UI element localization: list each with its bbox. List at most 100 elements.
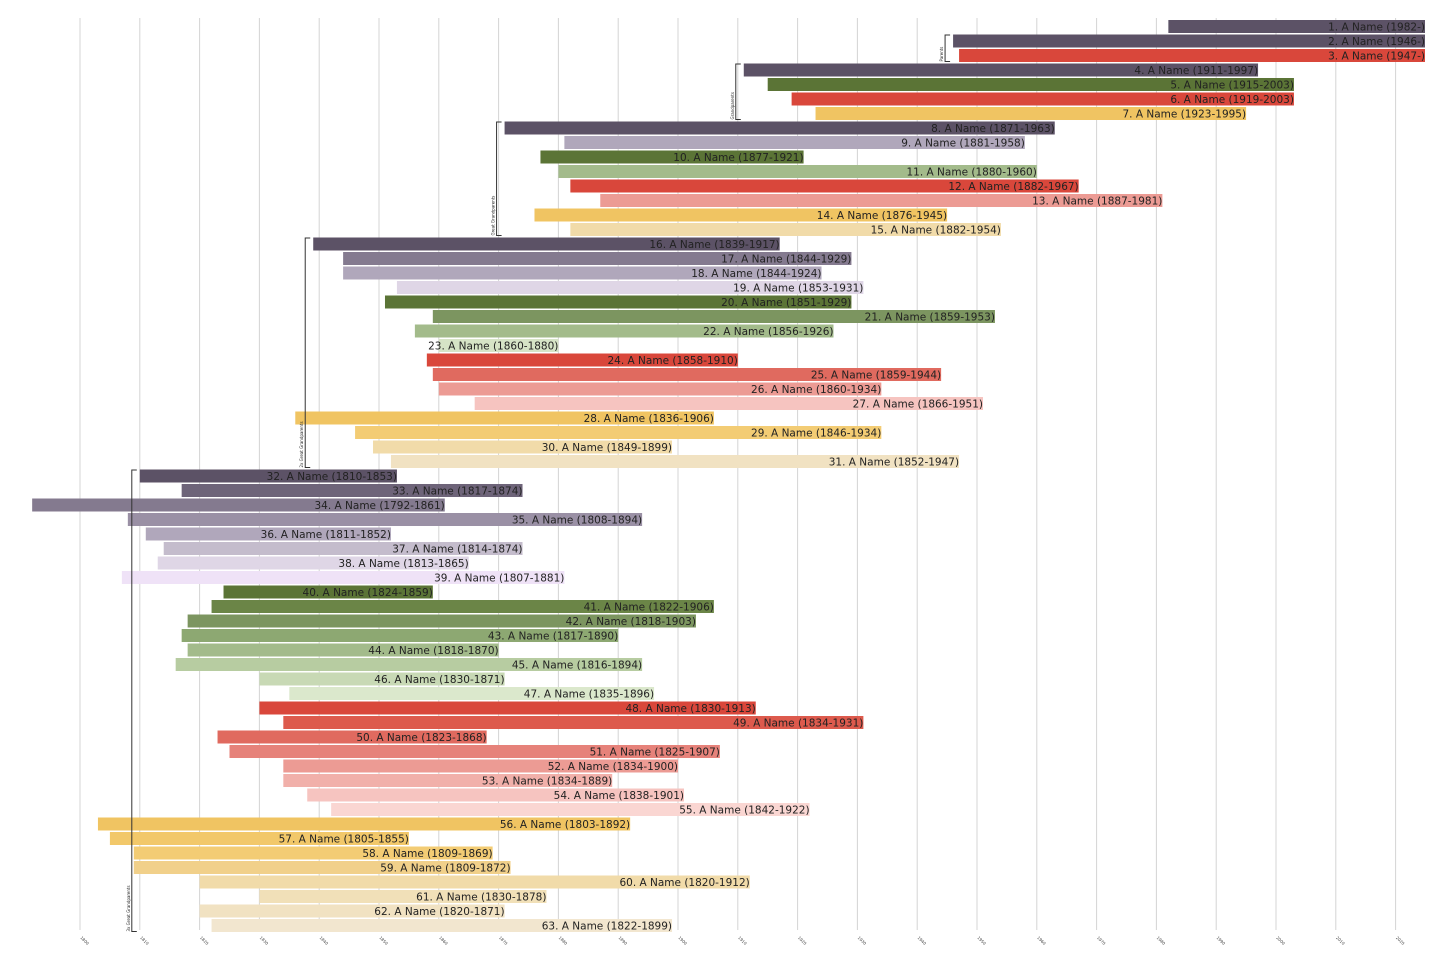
person-bar-28: 28. A Name (1836-1906) — [295, 411, 714, 425]
person-bar-1: 1. A Name (1982-) — [1168, 20, 1425, 33]
x-tick-label-1970: 1970 — [1096, 935, 1107, 946]
bar-rect-21 — [432, 310, 995, 323]
generation-brackets: Parents Grandparents Great Grandparents 2x … — [126, 34, 951, 932]
person-bar-63: 63. A Name (1822-1899) — [211, 919, 673, 932]
person-bar-25: 25. A Name (1859-1944) — [432, 368, 942, 381]
person-bar-14: 14. A Name (1876-1945) — [534, 208, 948, 222]
bar-label-41: 41. A Name (1822-1906) — [584, 601, 714, 613]
bar-rect-17 — [343, 252, 852, 265]
bracket-label-2: Grandparents — [730, 92, 735, 119]
x-tick-label-1860: 1860 — [438, 935, 449, 946]
bar-label-53: 53. A Name (1834-1889) — [482, 775, 612, 787]
person-bar-43: 43. A Name (1817-1890) — [181, 629, 619, 642]
bar-label-20: 20. A Name (1851-1929) — [721, 297, 851, 309]
bar-rect-35 — [127, 513, 643, 526]
person-bar-20: 20. A Name (1851-1929) — [384, 295, 852, 309]
bar-label-4: 4. A Name (1911-1997) — [1134, 65, 1258, 77]
person-bar-51: 51. A Name (1825-1907) — [229, 745, 720, 758]
person-bar-17: 17. A Name (1844-1929) — [343, 252, 852, 265]
person-bar-30: 30. A Name (1849-1899) — [373, 440, 673, 454]
bar-rect-42 — [187, 614, 696, 628]
bar-label-11: 11. A Name (1880-1960) — [907, 166, 1037, 178]
x-tick-label-1930: 1930 — [857, 935, 868, 946]
bar-rect-15 — [570, 223, 1001, 236]
x-tick-label-1900: 1900 — [677, 935, 688, 946]
bar-label-2: 2. A Name (1946-) — [1328, 36, 1425, 48]
bar-label-49: 49. A Name (1834-1931) — [733, 717, 863, 729]
bar-label-50: 50. A Name (1823-1868) — [356, 732, 486, 744]
person-bar-34: 34. A Name (1792-1861) — [32, 498, 445, 512]
bar-rect-34 — [32, 498, 445, 512]
bar-rect-4 — [743, 63, 1259, 77]
generation-bracket-4: 2x Great Grandparents — [299, 237, 311, 468]
bar-label-12: 12. A Name (1882-1967) — [948, 181, 1078, 193]
bar-rect-45 — [175, 658, 643, 671]
person-bar-16: 16. A Name (1839-1917) — [313, 237, 780, 251]
bar-rect-49 — [283, 716, 864, 729]
bar-label-54: 54. A Name (1838-1901) — [554, 790, 684, 802]
person-bar-5: 5. A Name (1915-2003) — [767, 78, 1294, 91]
person-bar-35: 35. A Name (1808-1894) — [127, 513, 643, 526]
generation-bracket-5: 3x Great Grandparents — [126, 469, 137, 932]
x-tick-label-1890: 1890 — [617, 935, 628, 946]
bar-rect-5 — [767, 78, 1294, 91]
bar-label-55: 55. A Name (1842-1922) — [679, 804, 809, 816]
bar-label-38: 38. A Name (1813-1865) — [338, 558, 468, 570]
bar-rect-22 — [414, 324, 834, 338]
bar-label-43: 43. A Name (1817-1890) — [488, 630, 618, 642]
bar-rect-44 — [187, 643, 499, 657]
bar-label-3: 3. A Name (1947-) — [1328, 50, 1425, 62]
x-tick-label-1960: 1960 — [1036, 935, 1047, 946]
bar-label-9: 9. A Name (1881-1958) — [901, 137, 1025, 149]
person-bar-7: 7. A Name (1923-1995) — [815, 107, 1247, 120]
person-bar-59: 59. A Name (1809-1872) — [133, 861, 511, 874]
bar-rect-27 — [474, 397, 983, 410]
person-bar-61: 61. A Name (1830-1878) — [259, 890, 547, 903]
bar-rect-41 — [211, 600, 714, 613]
person-bar-46: 46. A Name (1830-1871) — [259, 672, 505, 686]
bar-label-19: 19. A Name (1853-1931) — [733, 282, 863, 294]
bar-rect-31 — [390, 455, 960, 468]
bar-label-16: 16. A Name (1839-1917) — [649, 239, 779, 251]
bar-rect-1 — [1168, 20, 1425, 33]
bar-rect-33 — [181, 484, 523, 497]
bar-rect-51 — [229, 745, 720, 758]
person-bar-38: 38. A Name (1813-1865) — [157, 556, 469, 570]
x-tick-label-1800: 1800 — [79, 935, 90, 946]
person-bar-39: 39. A Name (1807-1881) — [121, 571, 565, 584]
bar-rect-48 — [259, 701, 756, 715]
bracket-line-5 — [131, 469, 137, 932]
bar-rect-16 — [313, 237, 780, 251]
x-tick-label-1820: 1820 — [199, 935, 210, 946]
bar-label-59: 59. A Name (1809-1872) — [380, 862, 510, 874]
person-bar-40: 40. A Name (1824-1859) — [223, 585, 433, 599]
person-bar-54: 54. A Name (1838-1901) — [307, 788, 684, 802]
bar-label-13: 13. A Name (1887-1981) — [1032, 195, 1162, 207]
bar-label-36: 36. A Name (1811-1852) — [261, 529, 391, 541]
bar-label-21: 21. A Name (1859-1953) — [865, 311, 995, 323]
person-bar-58: 58. A Name (1809-1869) — [133, 846, 493, 860]
x-tick-label-1920: 1920 — [797, 935, 808, 946]
bar-rect-25 — [432, 368, 942, 381]
bar-rect-28 — [295, 411, 714, 425]
bracket-line-2 — [735, 63, 741, 120]
x-tick-label-1980: 1980 — [1156, 935, 1167, 946]
person-bar-12: 12. A Name (1882-1967) — [570, 179, 1079, 193]
person-bar-33: 33. A Name (1817-1874) — [181, 484, 523, 497]
bar-rect-54 — [307, 788, 684, 802]
bar-rect-30 — [373, 440, 673, 454]
bar-label-25: 25. A Name (1859-1944) — [811, 369, 941, 381]
generation-bracket-1: Parents — [939, 34, 951, 62]
x-tick-label-1810: 1810 — [139, 935, 150, 946]
person-bar-21: 21. A Name (1859-1953) — [432, 310, 995, 323]
bar-rect-9 — [564, 136, 1025, 149]
bar-rect-29 — [355, 426, 882, 439]
person-bar-48: 48. A Name (1830-1913) — [259, 701, 756, 715]
person-bar-4: 4. A Name (1911-1997) — [743, 63, 1259, 77]
bar-rect-12 — [570, 179, 1079, 193]
person-bar-19: 19. A Name (1853-1931) — [396, 281, 864, 294]
person-bar-47: 47. A Name (1835-1896) — [289, 687, 654, 700]
person-bar-18: 18. A Name (1844-1924) — [343, 266, 822, 280]
bar-rect-2 — [953, 34, 1425, 48]
person-bar-10: 10. A Name (1877-1921) — [540, 150, 804, 164]
